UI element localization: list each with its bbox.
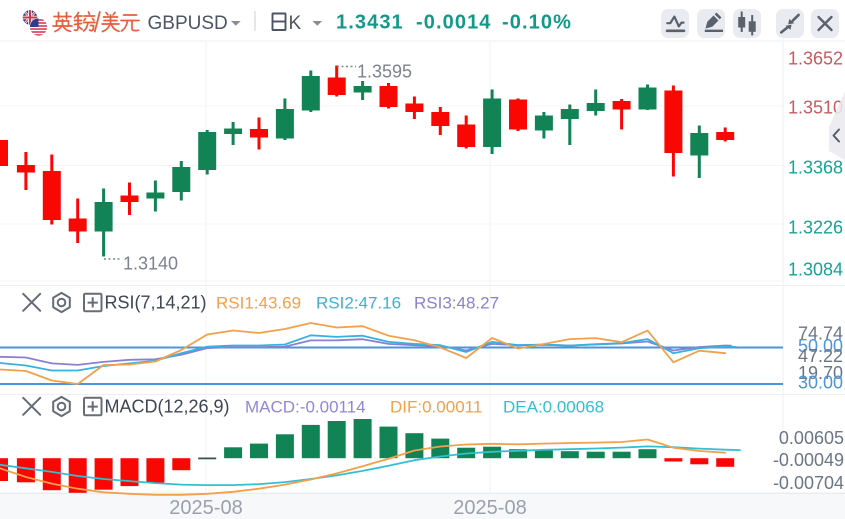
svg-text:K: K bbox=[289, 13, 302, 34]
svg-text:1.3368: 1.3368 bbox=[788, 158, 843, 178]
svg-text:50.00: 50.00 bbox=[798, 336, 843, 356]
svg-text:2025-08: 2025-08 bbox=[453, 497, 526, 519]
svg-text:1.3652: 1.3652 bbox=[788, 49, 843, 69]
svg-text:MACD(12,26,9): MACD(12,26,9) bbox=[105, 397, 230, 417]
svg-text:2025-08: 2025-08 bbox=[169, 497, 242, 519]
svg-text:GBPUSD: GBPUSD bbox=[148, 13, 228, 34]
svg-text:1.3140: 1.3140 bbox=[123, 254, 178, 274]
svg-text:1.3431: 1.3431 bbox=[336, 12, 404, 34]
svg-text:1.3595: 1.3595 bbox=[357, 62, 412, 82]
svg-text:RSI(7,14,21): RSI(7,14,21) bbox=[105, 293, 207, 313]
svg-text:RSI2:47.16: RSI2:47.16 bbox=[316, 294, 401, 313]
svg-text:1.3510: 1.3510 bbox=[788, 98, 843, 118]
svg-text:RSI3:48.27: RSI3:48.27 bbox=[414, 294, 499, 313]
svg-text:47.22: 47.22 bbox=[798, 346, 843, 366]
svg-text:RSI1:43.69: RSI1:43.69 bbox=[216, 294, 301, 313]
svg-text:74.74: 74.74 bbox=[798, 324, 843, 344]
svg-text:DEA:0.00068: DEA:0.00068 bbox=[503, 398, 604, 417]
svg-text:-0.0014: -0.0014 bbox=[416, 12, 492, 34]
svg-text:0.00605: 0.00605 bbox=[779, 428, 844, 448]
svg-text:-0.10%: -0.10% bbox=[502, 12, 572, 34]
svg-text:30.00: 30.00 bbox=[798, 373, 843, 393]
svg-text:1.3226: 1.3226 bbox=[788, 218, 843, 238]
svg-text:-0.00704: -0.00704 bbox=[773, 473, 844, 493]
svg-text:-0.00049: -0.00049 bbox=[773, 450, 844, 470]
svg-text:MACD:-0.00114: MACD:-0.00114 bbox=[245, 398, 366, 417]
svg-text:DIF:0.00011: DIF:0.00011 bbox=[390, 398, 482, 417]
svg-text:1.3084: 1.3084 bbox=[788, 260, 843, 280]
svg-text:19.70: 19.70 bbox=[798, 363, 843, 383]
